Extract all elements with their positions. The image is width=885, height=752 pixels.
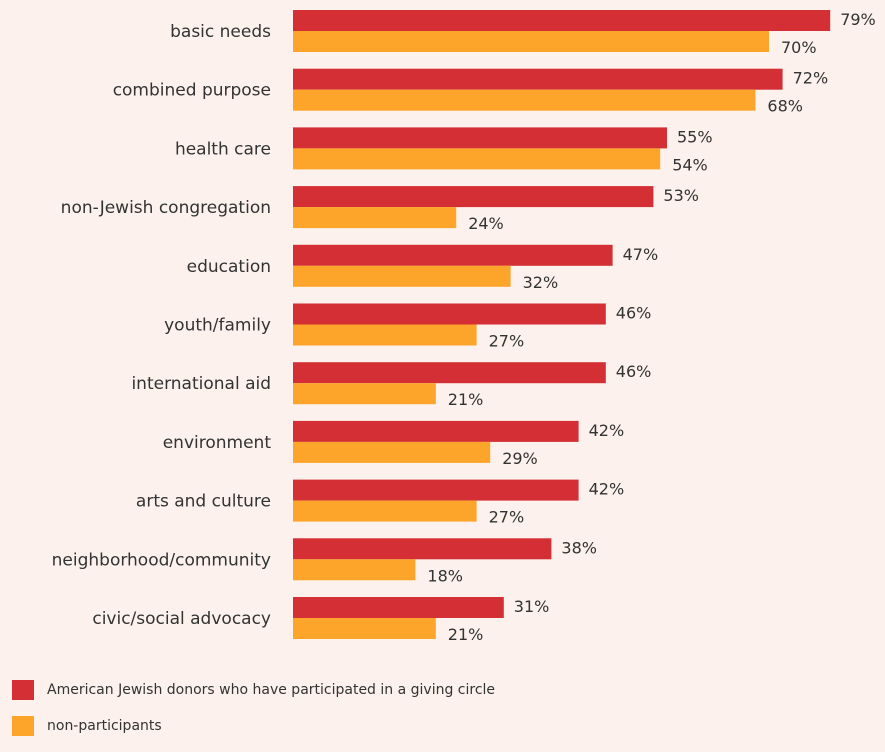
bar-non-participants-health-care [293,148,661,170]
bar-non-participants-neighborhood-community [293,559,416,581]
category-label-youth-family: youth/family [164,316,271,336]
value-label-participants-education: 47% [623,245,659,264]
legend: American Jewish donors who have particip… [12,680,495,752]
category-label-arts-and-culture: arts and culture [136,492,271,512]
bar-participants-education [293,244,613,266]
value-label-participants-neighborhood-community: 38% [561,538,597,557]
bar-chart: basic needs 79% 70% combined purpose 72% 68% h… [52,10,876,644]
value-label-non-participants-civic-social-advocacy: 21% [448,625,484,644]
legend-swatch-participants [12,680,34,700]
legend-label-non-participants: non-participants [47,718,162,734]
bar-participants-combined-purpose [293,68,783,90]
category-label-education: education [187,257,271,277]
category-label-civic-social-advocacy: civic/social advocacy [92,609,271,629]
value-label-participants-health-care: 55% [677,127,713,146]
value-label-non-participants-education: 32% [523,273,559,292]
bar-participants-international-aid [293,362,606,384]
bar-participants-environment [293,420,579,442]
category-label-non-jewish-congregation: non-Jewish congregation [61,198,271,218]
bar-non-participants-arts-and-culture [293,500,477,522]
value-label-participants-civic-social-advocacy: 31% [514,597,550,616]
bar-non-participants-civic-social-advocacy [293,618,436,639]
category-label-combined-purpose: combined purpose [113,81,271,101]
bar-non-participants-education [293,265,511,287]
value-label-participants-non-jewish-congregation: 53% [663,186,699,205]
value-label-participants-basic-needs: 79% [840,10,876,29]
bar-participants-non-jewish-congregation [293,186,654,208]
value-label-non-participants-environment: 29% [502,449,538,468]
value-label-participants-combined-purpose: 72% [793,69,829,88]
bar-non-participants-youth-family [293,324,477,346]
legend-item-non-participants: non-participants [12,716,495,736]
bar-non-participants-environment [293,441,491,463]
bar-non-participants-non-jewish-congregation [293,207,457,229]
value-label-participants-youth-family: 46% [616,304,652,323]
value-label-non-participants-international-aid: 21% [448,390,484,409]
category-label-international-aid: international aid [131,374,271,394]
category-label-neighborhood-community: neighborhood/community [52,550,271,570]
category-label-basic-needs: basic needs [170,22,271,42]
bar-non-participants-basic-needs [293,31,769,52]
value-label-participants-arts-and-culture: 42% [589,480,625,499]
bar-participants-arts-and-culture [293,479,579,501]
bar-participants-neighborhood-community [293,538,552,560]
bar-participants-health-care [293,127,667,149]
value-label-non-participants-arts-and-culture: 27% [489,508,525,527]
bar-participants-youth-family [293,303,606,325]
value-label-non-participants-health-care: 54% [672,155,708,174]
bar-non-participants-international-aid [293,383,436,405]
value-label-non-participants-non-jewish-congregation: 24% [468,214,504,233]
bar-participants-civic-social-advocacy [293,597,504,618]
value-label-non-participants-neighborhood-community: 18% [427,566,463,585]
value-label-non-participants-youth-family: 27% [489,332,525,351]
legend-swatch-non-participants [12,716,34,736]
category-label-health-care: health care [175,139,271,159]
value-label-participants-environment: 42% [589,421,625,440]
value-label-non-participants-combined-purpose: 68% [767,97,803,116]
legend-item-participants: American Jewish donors who have particip… [12,680,495,700]
legend-label-participants: American Jewish donors who have particip… [47,682,496,698]
bar-participants-basic-needs [293,10,831,31]
value-label-non-participants-basic-needs: 70% [781,38,817,57]
category-label-environment: environment [163,433,272,453]
bar-non-participants-combined-purpose [293,89,756,111]
value-label-participants-international-aid: 46% [616,362,652,381]
